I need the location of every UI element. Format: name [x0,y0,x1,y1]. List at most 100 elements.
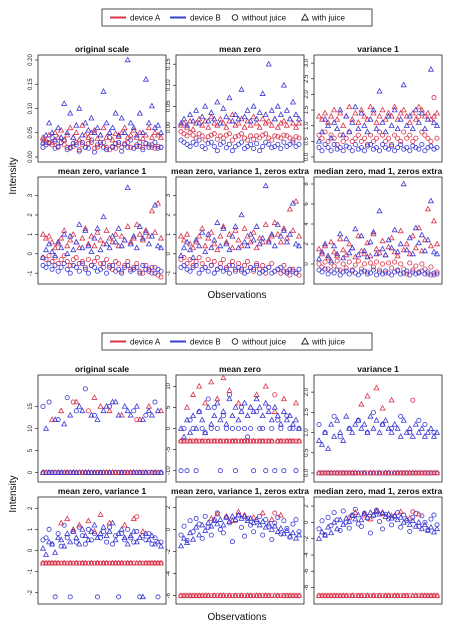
point-triangle [286,532,293,539]
point-circle [73,139,79,145]
point-triangle [148,207,155,214]
point-triangle [259,115,266,122]
point-triangle [292,416,300,423]
point-triangle [73,398,80,405]
y-tick-label: 0 [304,262,310,266]
y-tick-label: 0 [28,548,34,552]
point-triangle [331,433,338,439]
point-triangle [409,232,416,239]
point-triangle [250,437,257,444]
point-triangle [55,534,62,541]
point-triangle [265,520,272,527]
point-triangle [376,469,383,476]
point-triangle [115,530,122,536]
point-triangle [205,234,212,241]
point-circle [208,132,214,138]
panel-frame [313,176,443,285]
point-triangle [196,408,203,414]
point-triangle [427,116,435,122]
panel-title: mean zero, variance 1, zeros extra [171,486,309,496]
point-triangle [318,116,326,122]
point-triangle [292,534,300,541]
panel-3: variance 1 0.0 0.5 1.0 1.5 2.0 2.5 3.0 [304,44,443,163]
point-circle [340,508,346,514]
point-triangle [328,238,335,245]
point-circle [428,138,434,144]
point-triangle [223,512,230,519]
point-triangle [346,103,353,110]
point-circle [284,270,290,276]
point-triangle [337,592,344,598]
point-triangle [256,521,263,528]
point-triangle [400,469,407,476]
point-triangle [349,429,356,435]
legend-circle-marker [231,14,239,21]
point-triangle [82,469,89,475]
point-triangle [394,425,401,431]
point-circle [260,132,266,138]
panel-9: variance 1 0.0 0.5 1.0 1.5 2.0 [304,364,443,483]
point-triangle [58,244,65,251]
point-circle [199,260,205,266]
point-triangle [268,416,275,423]
point-circle [94,142,100,148]
point-triangle [124,184,131,191]
point-triangle [412,523,419,529]
point-circle [199,425,205,431]
point-triangle [265,437,272,444]
point-triangle [109,559,116,566]
point-triangle [115,242,122,249]
point-triangle [52,244,59,251]
y-tick-label: 0.15 [28,78,34,90]
y-tick-label: 2.0 [304,387,310,396]
point-triangle [367,238,374,245]
point-triangle [349,592,356,598]
point-triangle [76,403,83,409]
point-triangle [385,469,392,476]
y-tick-label: -10 [166,466,172,475]
point-circle [293,438,299,444]
y-tick-label: 0 [28,251,34,255]
point-circle [208,532,214,538]
point-triangle [88,411,95,418]
point-triangle [88,528,95,534]
point-triangle [256,109,263,115]
point-triangle [376,249,383,256]
point-circle [404,271,410,277]
point-circle [104,144,110,150]
point-triangle [70,528,77,534]
point-circle [410,138,416,144]
point-triangle [318,592,326,598]
point-triangle [286,205,293,212]
point-circle [122,560,128,566]
point-triangle [121,521,128,528]
point-triangle [406,425,413,431]
point-triangle [358,109,365,116]
point-triangle [154,242,162,249]
y-tick-label: 8 [304,182,310,186]
point-triangle [403,240,410,247]
point-triangle [355,119,362,125]
point-triangle [238,86,245,92]
point-circle [416,593,422,599]
point-circle [116,139,122,145]
point-circle [296,266,302,272]
point-triangle [214,520,221,527]
point-circle [205,141,211,147]
point-circle [346,259,352,265]
point-circle [316,261,322,267]
point-triangle [133,559,140,566]
point-triangle [406,469,413,476]
point-circle [214,593,220,599]
point-triangle [337,230,344,237]
xlabel-top: Observations [208,290,267,301]
point-triangle [358,232,365,239]
point-triangle [355,416,362,423]
point-circle [97,142,103,148]
point-triangle [277,511,284,518]
point-triangle [277,232,284,239]
y-tick-label: 2.5 [304,74,310,83]
point-triangle [295,119,303,126]
point-triangle [409,433,416,439]
point-triangle [364,429,371,435]
